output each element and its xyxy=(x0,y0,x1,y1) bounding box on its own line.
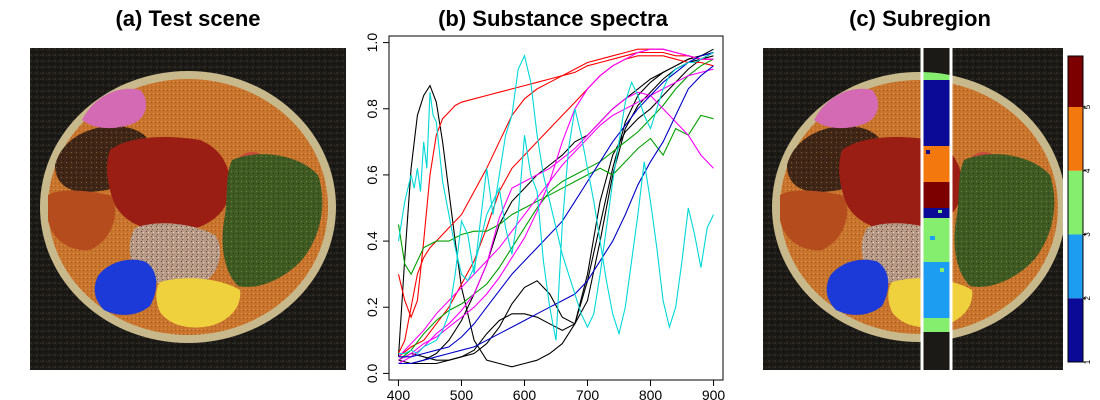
strip-class-3 xyxy=(922,218,950,262)
colorbar-segment-3 xyxy=(1068,170,1083,235)
x-tick-label: 600 xyxy=(513,387,537,400)
series-line-13 xyxy=(398,65,714,365)
colorbar-tick-label: 2 xyxy=(1083,295,1092,300)
classified-strip xyxy=(922,48,950,370)
y-tick-label: 0.8 xyxy=(364,99,380,119)
x-axis: 400 500 600 700 800 900 xyxy=(387,380,726,400)
strip-class-rim-top xyxy=(922,72,950,80)
series-line-15 xyxy=(397,92,714,341)
green-region-c xyxy=(954,154,1055,287)
strip-noise-3 xyxy=(930,236,935,240)
magenta-region-c xyxy=(814,88,879,129)
y-tick-label: 0.6 xyxy=(364,165,380,185)
series-line-3 xyxy=(398,55,714,365)
x-tick-label: 700 xyxy=(576,387,600,400)
y-tick-label: 0.4 xyxy=(364,231,380,251)
series-line-12 xyxy=(398,48,714,361)
red-region xyxy=(107,137,231,232)
strip-noise-4 xyxy=(940,268,944,272)
panel-b-title: (b) Substance spectra xyxy=(438,6,668,31)
strip-class-1-top xyxy=(922,80,950,136)
y-tick-label: 1.0 xyxy=(364,33,380,53)
y-tick-label: 0.2 xyxy=(364,297,380,317)
colorbar-segment-4 xyxy=(1068,107,1083,171)
blue-region-c xyxy=(826,259,889,315)
strip-class-2 xyxy=(922,262,950,318)
x-tick-label: 500 xyxy=(450,387,474,400)
series-line-16 xyxy=(398,52,714,355)
series-line-1 xyxy=(397,48,714,368)
panel-c-title: (c) Subregion xyxy=(849,6,991,31)
rust-region-c xyxy=(780,190,848,251)
colorbar-tick-label: 5 xyxy=(1083,104,1092,109)
spectra-chart: 400 500 600 700 800 900 0.0 0.2 0.4 0.6 0.8 1.0 xyxy=(364,33,725,400)
subregion-image xyxy=(763,48,1063,370)
magenta-region xyxy=(82,88,147,129)
strip-noise-1 xyxy=(926,150,930,154)
series-line-4 xyxy=(398,51,714,365)
series-lines xyxy=(397,48,714,368)
series-line-5 xyxy=(397,48,714,319)
colorbar-segment-2 xyxy=(1068,234,1083,299)
yellow-region xyxy=(156,278,241,328)
y-axis: 0.0 0.2 0.4 0.6 0.8 1.0 xyxy=(364,33,389,383)
strip-noise-2 xyxy=(938,210,942,213)
green-region xyxy=(222,154,323,287)
blue-region xyxy=(94,259,157,315)
colorbar-tick-label: 4 xyxy=(1083,168,1092,173)
x-tick-label: 400 xyxy=(387,387,411,400)
test-scene-image xyxy=(30,48,346,370)
x-tick-label: 800 xyxy=(639,387,663,400)
rust-region xyxy=(48,190,116,251)
panel-a-title: (a) Test scene xyxy=(115,6,261,31)
strip-class-1-mid xyxy=(922,208,950,218)
colorbar-segment-1 xyxy=(1068,298,1083,362)
colorbar-tick-label: 1 xyxy=(1083,359,1092,364)
strip-class-3-bottom xyxy=(922,318,950,332)
series-line-9 xyxy=(398,58,714,361)
plot-frame xyxy=(388,35,724,381)
strip-class-5 xyxy=(922,182,950,208)
colorbar-segment-5 xyxy=(1068,56,1083,107)
colorbar: 1 2 3 4 5 xyxy=(1067,55,1092,364)
series-line-8 xyxy=(397,114,714,276)
series-line-6 xyxy=(398,51,714,354)
strip-class-4-upper xyxy=(922,136,950,146)
x-tick-label: 900 xyxy=(702,387,726,400)
y-tick-label: 0.0 xyxy=(364,363,380,383)
colorbar-tick-label: 3 xyxy=(1083,232,1092,237)
colorbar-frame xyxy=(1067,55,1084,363)
